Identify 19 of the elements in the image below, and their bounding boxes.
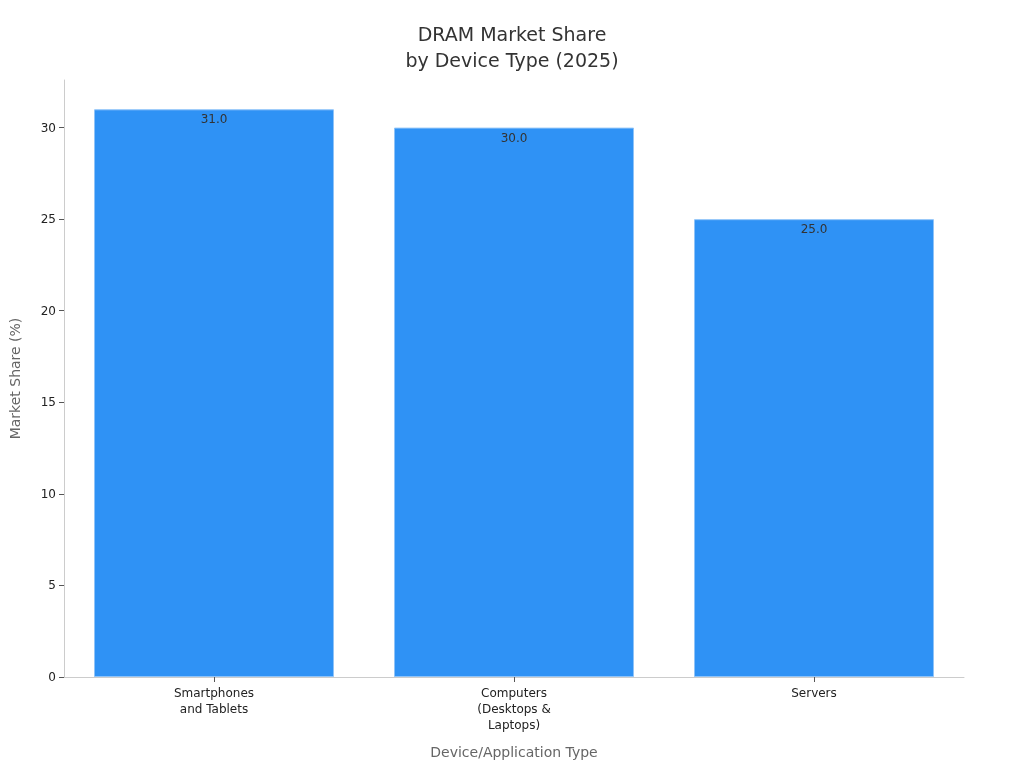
x-tick-label: Servers: [791, 686, 837, 700]
bar: [694, 219, 934, 677]
x-tick-label: Computers (Desktops & Laptops): [477, 686, 551, 732]
bar: [94, 109, 334, 677]
x-axis-title: Device/Application Type: [430, 744, 598, 760]
y-tick-label: 10: [40, 486, 56, 501]
y-axis-title: Market Share (%): [7, 317, 23, 440]
y-tick-label: 30: [40, 120, 56, 135]
data-label: 25.0: [800, 222, 828, 237]
y-tick-label: 25: [40, 212, 56, 227]
x-tick-label: Smartphones and Tablets: [173, 686, 255, 716]
y-tick-label: 5: [48, 578, 56, 593]
y-tick-label: 20: [40, 303, 56, 318]
y-tick-label: 15: [40, 395, 56, 410]
data-label: 31.0: [200, 112, 228, 127]
chart-title: DRAM Market Share by Device Type (2025): [405, 23, 619, 71]
y-tick-label: 0: [48, 670, 56, 684]
bar: [394, 127, 634, 677]
data-label: 30.0: [500, 130, 528, 145]
